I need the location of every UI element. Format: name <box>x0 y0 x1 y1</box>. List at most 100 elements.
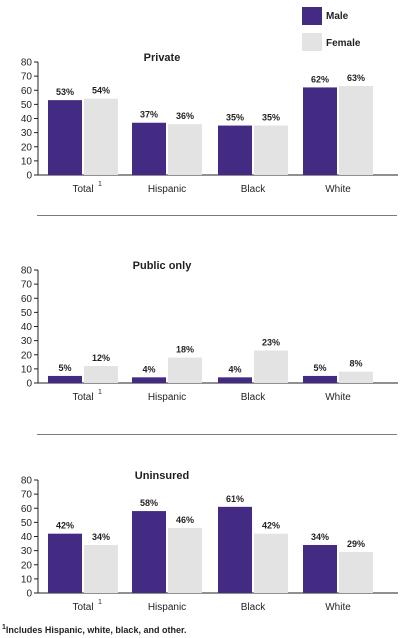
category-label: White <box>325 392 351 403</box>
bar-female <box>84 544 118 593</box>
y-tick-label: 10 <box>21 156 33 167</box>
data-label: 5% <box>58 363 71 373</box>
data-label: 54% <box>92 86 110 96</box>
y-tick-label: 40 <box>21 322 33 333</box>
bar-female <box>84 98 118 175</box>
y-tick-label: 20 <box>21 560 33 571</box>
category-label: Hispanic <box>148 602 186 613</box>
data-label: 29% <box>347 539 365 549</box>
chart-title: Public only <box>133 260 193 272</box>
bar-male <box>218 377 252 383</box>
data-label: 4% <box>142 364 155 374</box>
data-label: 18% <box>176 345 194 355</box>
bar-female <box>168 357 202 383</box>
panel-divider <box>37 215 397 216</box>
y-tick-label: 80 <box>21 266 33 277</box>
y-tick-label: 80 <box>21 58 33 69</box>
y-tick-label: 70 <box>21 490 33 501</box>
bar-male <box>303 87 337 175</box>
bar-male <box>218 125 252 175</box>
data-label: 34% <box>92 532 110 542</box>
y-tick-label: 60 <box>21 294 33 305</box>
chart-panel: Uninsured 0 10 20 30 40 50 60 70 80 42% 34% Total 1 58… <box>21 470 398 613</box>
bar-female <box>339 552 373 593</box>
footnote-text: Includes Hispanic, white, black, and oth… <box>5 625 187 635</box>
category-label: Total <box>72 392 93 403</box>
bar-female <box>254 533 288 593</box>
category-label: Hispanic <box>148 184 186 195</box>
y-tick-label: 70 <box>21 72 33 83</box>
bar-male <box>303 544 337 593</box>
bar-male <box>218 506 252 593</box>
bar-male <box>303 375 337 383</box>
data-label: 42% <box>56 521 74 531</box>
bar-female <box>84 366 118 383</box>
category-label: White <box>325 602 351 613</box>
y-tick-label: 60 <box>21 86 33 97</box>
data-label: 63% <box>347 73 365 83</box>
bar-female <box>339 371 373 383</box>
data-label: 46% <box>176 515 194 525</box>
category-footnote-marker: 1 <box>98 599 102 606</box>
y-tick-label: 80 <box>21 476 33 487</box>
y-tick-label: 0 <box>26 379 32 390</box>
y-tick-label: 30 <box>21 336 33 347</box>
category-label: Hispanic <box>148 392 186 403</box>
bar-male <box>48 100 82 175</box>
y-tick-label: 50 <box>21 100 33 111</box>
y-tick-label: 50 <box>21 308 33 319</box>
category-label: Total <box>72 184 93 195</box>
bar-male <box>48 533 82 593</box>
chart-title: Uninsured <box>135 470 189 482</box>
category-footnote-marker: 1 <box>98 181 102 188</box>
legend-label-male: Male <box>326 11 349 22</box>
data-label: 4% <box>228 364 241 374</box>
data-label: 36% <box>176 111 194 121</box>
data-label: 62% <box>311 74 329 84</box>
y-tick-label: 60 <box>21 504 33 515</box>
bar-male <box>132 122 166 175</box>
y-tick-label: 10 <box>21 574 33 585</box>
bar-male <box>132 511 166 593</box>
bar-female <box>254 350 288 383</box>
bar-female <box>168 124 202 175</box>
y-tick-label: 50 <box>21 518 33 529</box>
category-footnote-marker: 1 <box>98 389 102 396</box>
category-label: Black <box>241 392 266 403</box>
bar-female <box>168 528 202 593</box>
bar-male <box>48 375 82 383</box>
legend-swatch-male <box>302 7 322 25</box>
category-label: White <box>325 184 351 195</box>
data-label: 53% <box>56 87 74 97</box>
footnote: 1Includes Hispanic, white, black, and ot… <box>2 624 186 635</box>
data-label: 8% <box>349 359 362 369</box>
data-label: 23% <box>262 338 280 348</box>
legend-swatch-female <box>302 33 322 51</box>
chart-panel: Private 0 10 20 30 40 50 60 70 80 53% 54% Total 1 37% 3… <box>21 52 398 195</box>
y-tick-label: 20 <box>21 350 33 361</box>
chart-title: Private <box>144 52 181 64</box>
legend-label-female: Female <box>326 38 361 49</box>
y-tick-label: 0 <box>26 171 32 182</box>
category-label: Total <box>72 602 93 613</box>
y-tick-label: 20 <box>21 142 33 153</box>
category-label: Black <box>241 184 266 195</box>
y-tick-label: 70 <box>21 280 33 291</box>
bar-male <box>132 377 166 383</box>
footnote-marker: 1 <box>2 624 6 631</box>
data-label: 12% <box>92 353 110 363</box>
panel-divider <box>37 434 397 435</box>
data-label: 61% <box>226 494 244 504</box>
y-tick-label: 30 <box>21 546 33 557</box>
data-label: 37% <box>140 110 158 120</box>
y-tick-label: 30 <box>21 128 33 139</box>
data-label: 35% <box>262 113 280 123</box>
bar-female <box>339 86 373 175</box>
data-label: 35% <box>226 113 244 123</box>
bar-female <box>254 125 288 175</box>
y-tick-label: 0 <box>26 589 32 600</box>
category-label: Black <box>241 602 266 613</box>
chart-panel: Public only 0 10 20 30 40 50 60 70 80 5% 12% Total 1 4… <box>21 260 398 403</box>
y-tick-label: 40 <box>21 532 33 543</box>
